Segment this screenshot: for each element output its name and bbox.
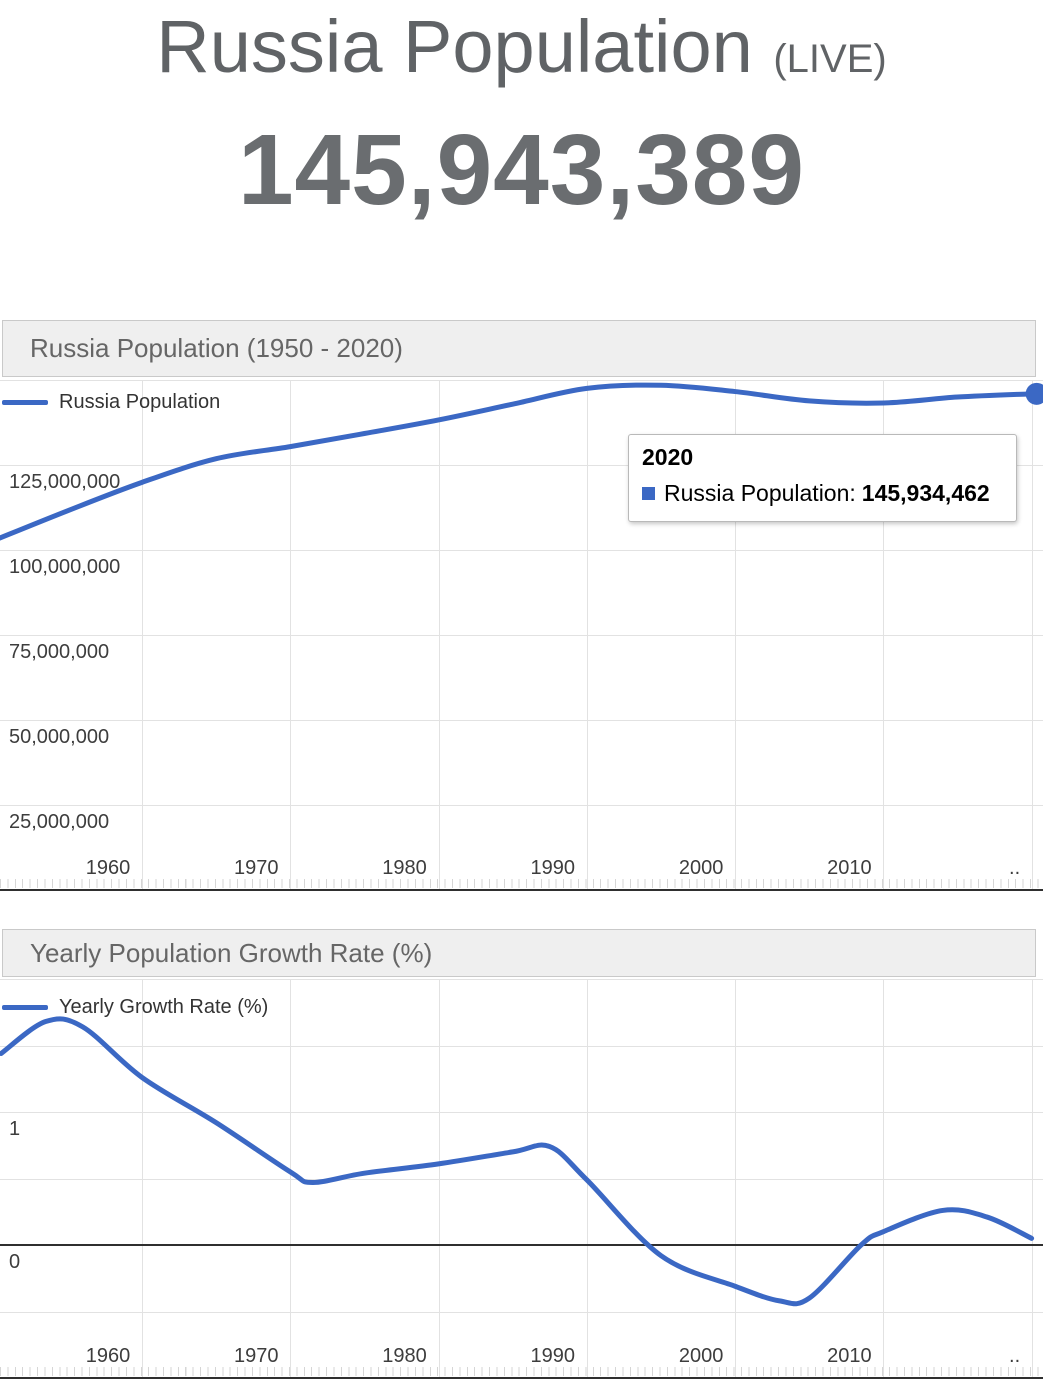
gridline-vertical [735,979,737,1377]
live-badge: (LIVE) [773,37,887,81]
y-axis-label: 1 [9,1118,21,1140]
gridline-horizontal [0,550,1043,551]
x-axis-label: 2010 [827,857,872,879]
x-axis-label: 1960 [85,1345,131,1367]
gridline-horizontal [0,805,1043,806]
x-axis-label: 1990 [530,857,576,879]
series-line [0,382,1035,541]
y-axis-label: 100,000,000 [9,556,121,578]
live-population-counter: 145,943,389 [237,114,806,226]
series-marker-icon [642,487,655,500]
tooltip-series-label: Russia Population: [664,480,856,506]
x-axis-label: 1980 [382,857,427,879]
zero-baseline [0,1244,1043,1246]
x-axis-line [0,1377,1043,1379]
y-axis-label: 50,000,000 [9,726,110,748]
tooltip-year: 2020 [642,444,694,470]
y-axis-label: 0 [9,1251,21,1273]
chart-tooltip: 2020 Russia Population: 145,934,462 [628,434,1017,522]
legend-label: Russia Population [59,390,221,413]
gridline-vertical [142,380,143,889]
gridline-horizontal [0,720,1043,721]
legend-label: Yearly Growth Rate (%) [59,995,269,1018]
legend-line-icon [2,1004,48,1010]
growth-chart-legend: Yearly Growth Rate (%) [0,994,268,1020]
y-axis-label: 75,000,000 [9,641,110,663]
gridline-vertical [883,979,885,1377]
page-title-text: Russia Population [156,5,753,88]
series-line [0,1016,1035,1307]
gridline-vertical [1031,380,1033,889]
gridline-horizontal [0,380,1043,381]
gridline-horizontal [0,465,1043,466]
population-chart-legend: Russia Population [0,389,220,415]
gridline-horizontal [0,1112,1043,1113]
gridline-vertical [883,380,885,889]
x-axis-label: 2010 [827,1345,872,1367]
gridline-horizontal [0,1178,1043,1180]
gridline-vertical [1031,979,1033,1377]
y-axis-label: 25,000,000 [9,811,110,833]
gridline-vertical [586,380,588,889]
x-axis-label: .. [1009,1345,1021,1367]
series-line-svg [0,1016,1035,1307]
x-axis-label: 2000 [678,857,724,879]
gridline-vertical [735,380,737,889]
x-axis-label: 1980 [382,1345,427,1367]
page-title: Russia Population (LIVE) [0,4,1043,102]
gridline-vertical [438,979,440,1377]
gridline-vertical [290,380,292,889]
gridline-horizontal [0,979,1043,980]
live-point-marker [1025,382,1043,405]
tooltip-value: 145,934,462 [861,480,990,506]
gridline-vertical [438,380,440,889]
x-axis-label: 1970 [234,857,279,879]
x-axis-label: .. [1009,857,1021,879]
x-axis-minor-ticks [0,879,1043,888]
tooltip-row: Russia Population: 145,934,462 [642,480,1004,507]
x-axis-label: 1990 [530,1345,576,1367]
x-axis-minor-ticks [0,1367,1043,1376]
x-axis-label: 2000 [678,1345,724,1367]
gridline-horizontal [0,1311,1043,1313]
growth-chart-header: Yearly Population Growth Rate (%) [2,929,1036,977]
legend-line-icon [2,399,48,405]
gridline-vertical [142,979,143,1377]
x-axis-line [0,889,1043,891]
population-chart-header: Russia Population (1950 - 2020) [2,320,1036,377]
x-axis-label: 1970 [234,1345,279,1367]
series-line-svg [0,382,1043,541]
x-axis-label: 1960 [85,857,131,879]
gridline-vertical [290,979,292,1377]
gridline-horizontal [0,635,1043,636]
y-axis-label: 125,000,000 [9,471,121,493]
gridline-horizontal [0,1045,1043,1047]
